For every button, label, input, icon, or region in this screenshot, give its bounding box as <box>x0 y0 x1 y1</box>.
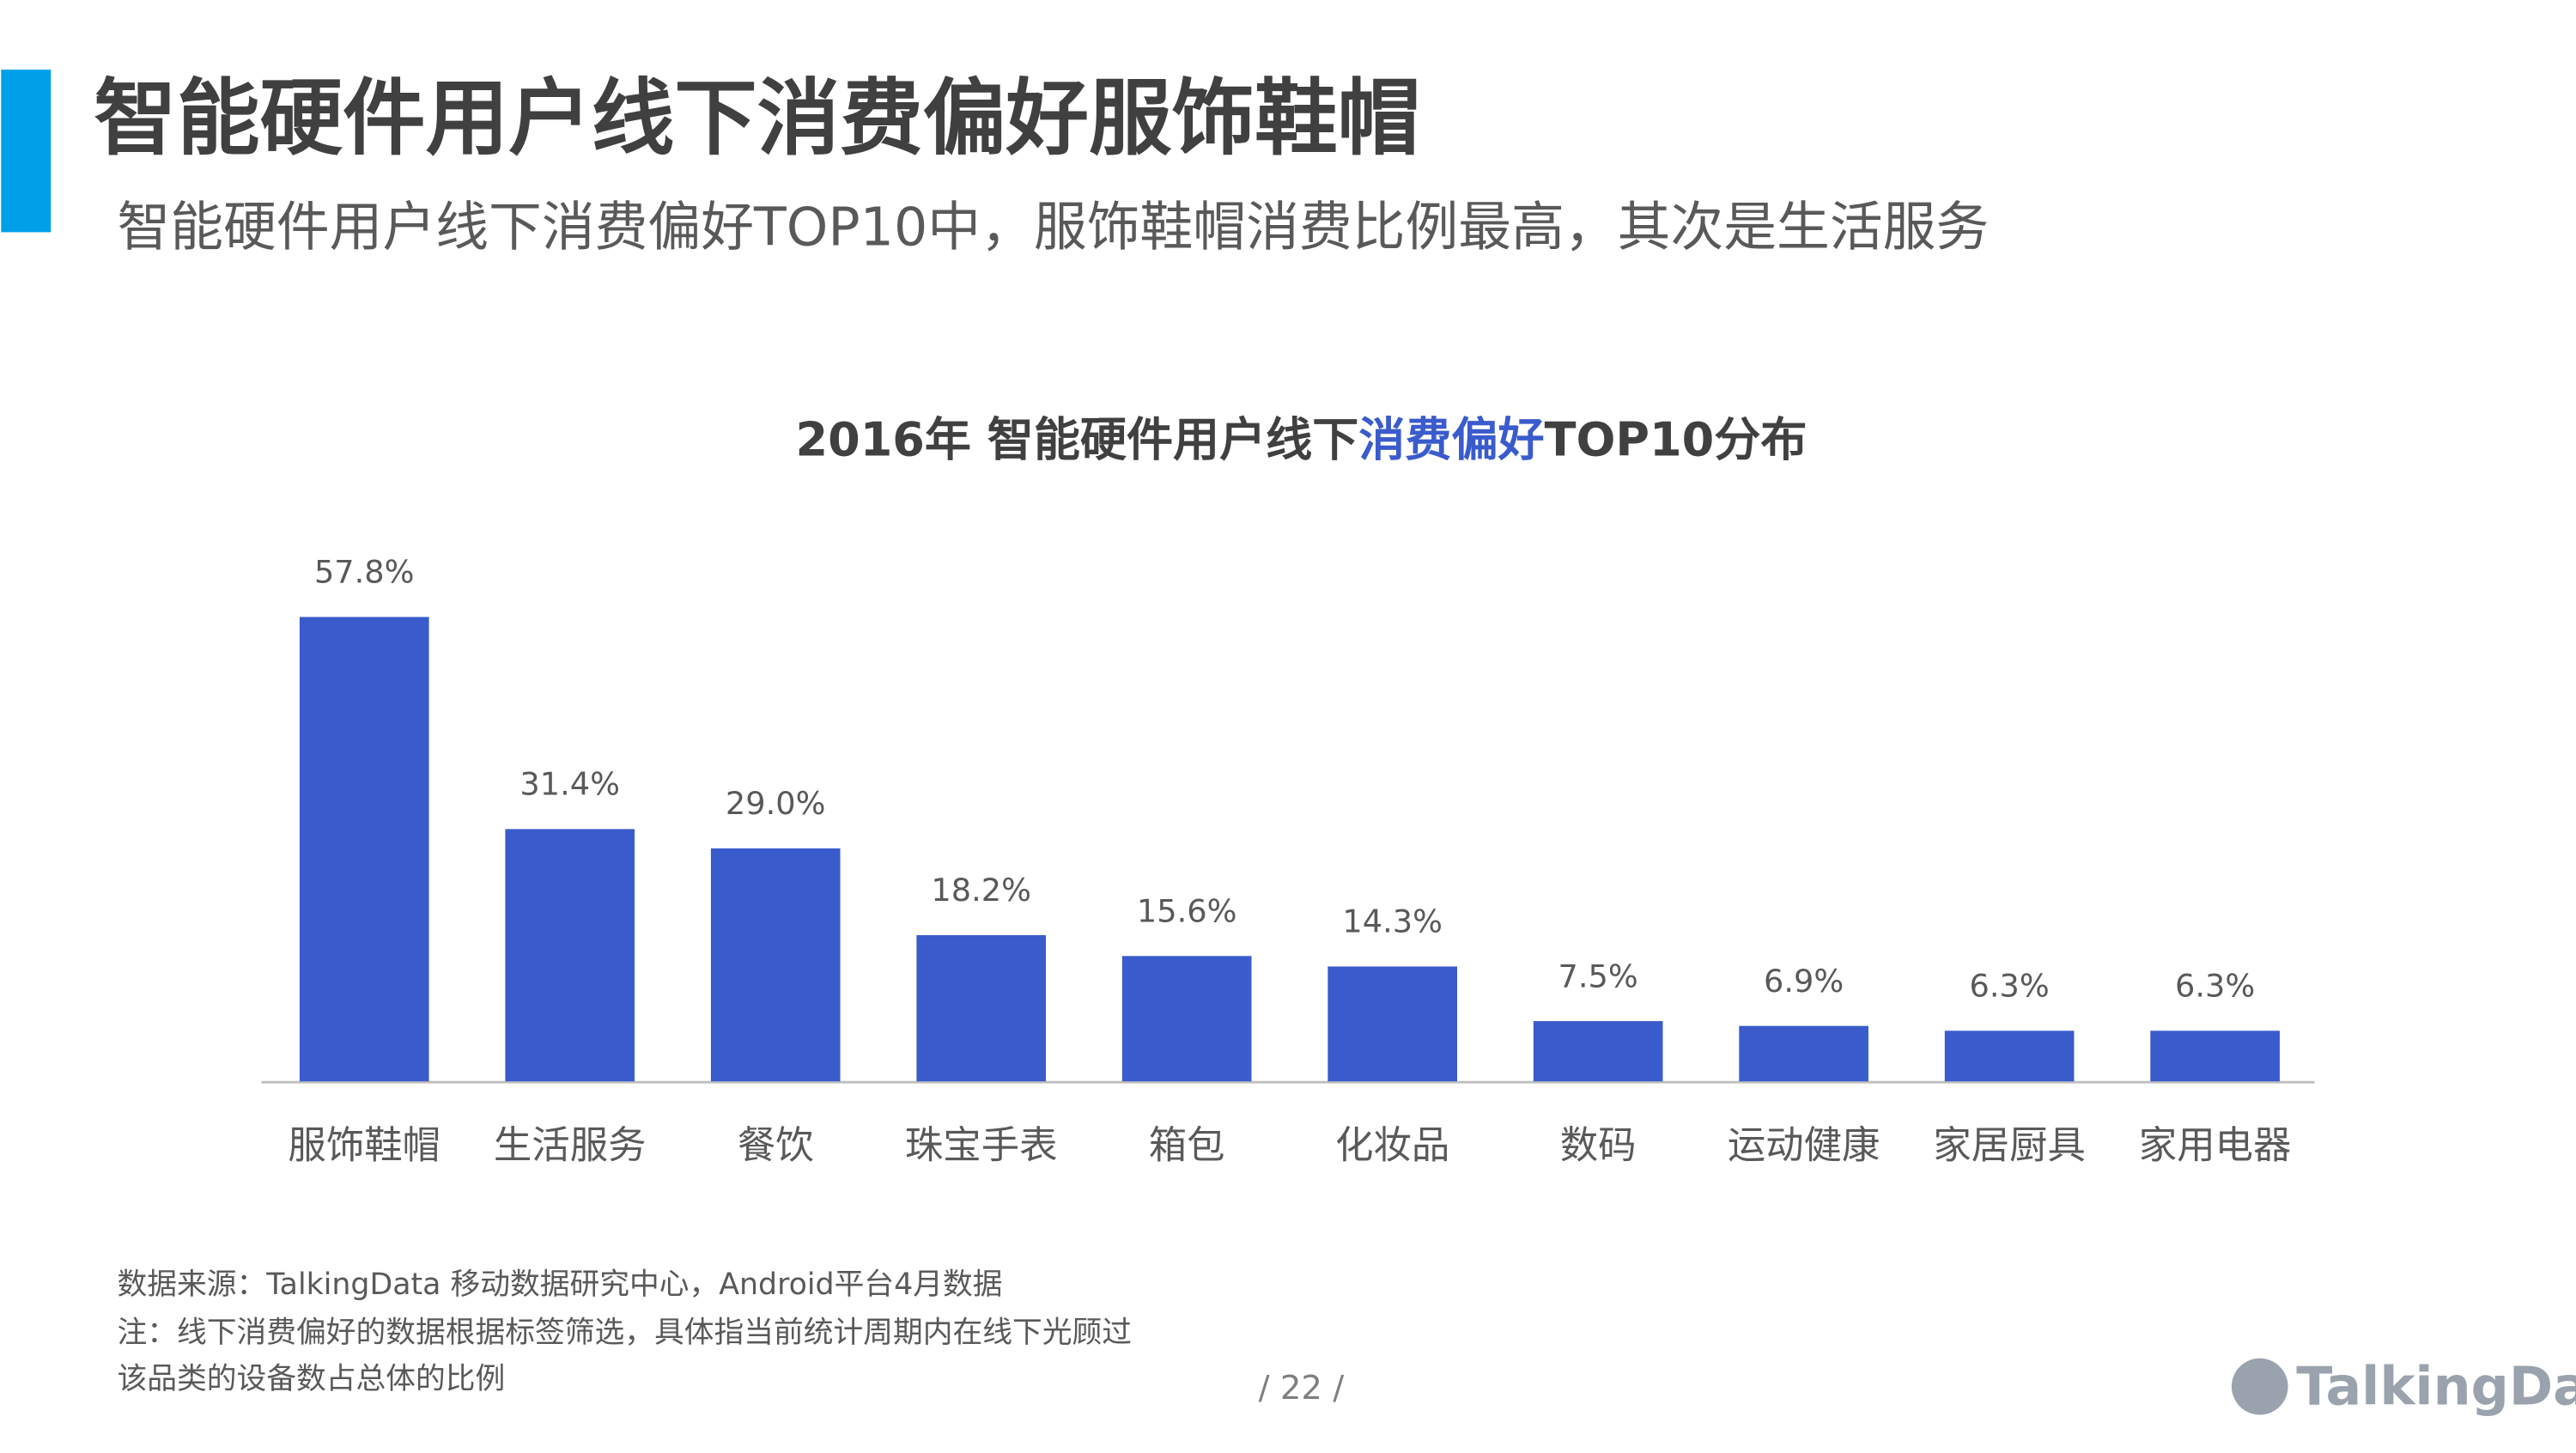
page-number: / 22 / <box>1259 1369 1346 1407</box>
x-tick-label: 家用电器 <box>2139 1123 2292 1167</box>
bar <box>1944 1030 2075 1082</box>
bar <box>2150 1030 2280 1082</box>
value-label: 29.0% <box>726 785 826 822</box>
logo: TalkingData <box>2231 1356 2576 1418</box>
x-tick-label: 服饰鞋帽 <box>288 1123 440 1167</box>
note: 数据来源：TalkingData 移动数据研究中心，Android平台4月数据 <box>117 1268 1002 1302</box>
note: 该品类的设备数占总体的比例 <box>117 1362 505 1396</box>
x-tick-label: 数码 <box>1560 1123 1637 1167</box>
chart-title: 2016年 智能硬件用户线下消费偏好TOP10分布 <box>795 412 1807 466</box>
x-tick-label: 箱包 <box>1149 1123 1225 1167</box>
value-label: 14.3% <box>1342 903 1443 940</box>
page-title: 智能硬件用户线下消费偏好服饰鞋帽 <box>94 70 1420 167</box>
bar <box>710 848 841 1082</box>
bar <box>1327 966 1457 1082</box>
chart-title-part: 消费偏好 <box>1358 412 1544 466</box>
x-tick-label: 珠宝手表 <box>905 1123 1058 1167</box>
value-label: 18.2% <box>931 872 1031 909</box>
value-label: 57.8% <box>314 554 415 591</box>
x-tick-label: 家居厨具 <box>1933 1123 2086 1167</box>
chart-title-part: 2016年 智能硬件用户线下 <box>795 412 1358 466</box>
note: 注：线下消费偏好的数据根据标签筛选，具体指当前统计周期内在线下光顾过 <box>117 1316 1132 1350</box>
value-label: 31.4% <box>519 766 620 803</box>
bar <box>916 934 1047 1082</box>
bar <box>1121 956 1252 1082</box>
value-label: 15.6% <box>1137 893 1237 930</box>
x-tick-label: 化妆品 <box>1335 1123 1449 1167</box>
value-label: 6.3% <box>2175 968 2255 1005</box>
logo-text: TalkingData <box>2296 1356 2576 1418</box>
bar <box>299 617 429 1082</box>
value-label: 6.9% <box>1764 963 1844 1000</box>
bar <box>505 829 635 1082</box>
bar <box>1739 1025 1868 1082</box>
x-tick-label: 运动健康 <box>1728 1123 1880 1167</box>
chart-title-part: TOP10分布 <box>1545 412 1807 466</box>
page-subtitle: 智能硬件用户线下消费偏好TOP10中，服饰鞋帽消费比例最高，其次是生活服务 <box>117 197 1989 258</box>
value-label: 6.3% <box>1970 968 2050 1005</box>
value-label: 7.5% <box>1558 958 1638 994</box>
x-tick-label: 生活服务 <box>494 1123 647 1167</box>
accent-bar <box>1 70 52 233</box>
x-tick-label: 餐饮 <box>738 1123 814 1167</box>
bar <box>1533 1021 1663 1082</box>
logo-icon <box>2231 1358 2288 1415</box>
